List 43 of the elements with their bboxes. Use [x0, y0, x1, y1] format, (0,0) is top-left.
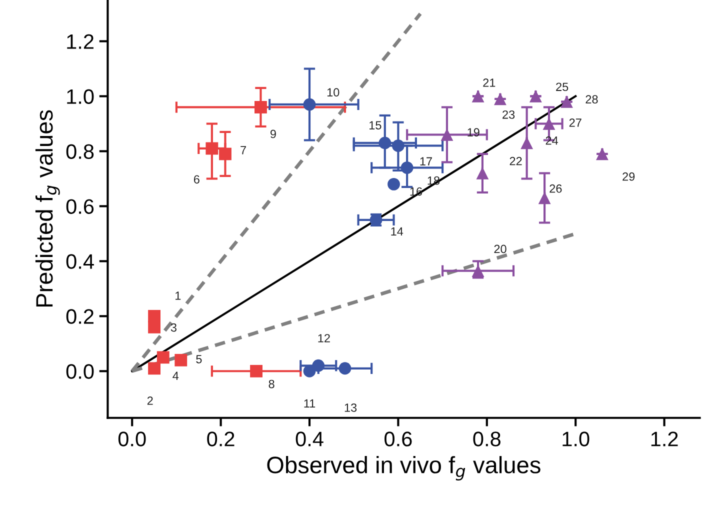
annotation: 4: [172, 372, 179, 380]
annotation: 27: [569, 118, 582, 127]
annotation: 6: [194, 175, 200, 184]
x-tick-label: 0.4: [296, 432, 324, 446]
annotation: 29: [622, 172, 635, 181]
annotation: 18: [428, 176, 440, 185]
annotation: 22: [510, 156, 522, 166]
annotation: 20: [494, 244, 506, 254]
x-tick-label: 0.0: [118, 432, 146, 446]
annotation: 14: [391, 227, 404, 236]
x-tick-label: 1.2: [651, 432, 678, 446]
annotation: 23: [502, 110, 515, 119]
annotation: 28: [586, 95, 598, 104]
annotation: 15: [370, 121, 382, 130]
annotation: 10: [327, 88, 340, 97]
x-tick-label: 1.0: [562, 432, 590, 446]
y-tick-label: 1.0: [67, 89, 94, 104]
y-tick-label: 0.0: [66, 364, 94, 379]
annotation: 7: [240, 146, 246, 154]
annotation: 2: [147, 396, 153, 405]
y-axis-title: Predicted f$_{g}$ values: [35, 110, 60, 307]
x-tick-label: 0.6: [384, 432, 412, 446]
annotation: 21: [483, 78, 496, 87]
y-tick-label: 0.2: [66, 309, 94, 324]
x-axis-title: Observed in vivo f$_{g}$ values: [267, 456, 540, 480]
annotation: 12: [318, 334, 330, 342]
annotation: 11: [304, 399, 316, 408]
y-tick-label: 1.2: [67, 34, 94, 49]
annotation: 1: [176, 292, 181, 300]
annotation: 25: [556, 82, 568, 92]
annotation: 13: [344, 403, 357, 412]
annotation: 3: [170, 323, 176, 332]
y-tick-label: 0.4: [66, 254, 94, 269]
y-tick-label: 0.8: [66, 144, 94, 159]
annotation: 5: [196, 355, 202, 364]
annotation: 9: [270, 130, 276, 138]
annotation: 26: [550, 184, 562, 193]
annotation: 16: [410, 187, 422, 196]
x-tick-label: 0.8: [473, 432, 500, 446]
y-tick-label: 0.6: [66, 199, 94, 214]
x-tick-label: 0.2: [207, 432, 234, 446]
annotation: 8: [268, 380, 274, 388]
annotation: 17: [420, 157, 432, 166]
